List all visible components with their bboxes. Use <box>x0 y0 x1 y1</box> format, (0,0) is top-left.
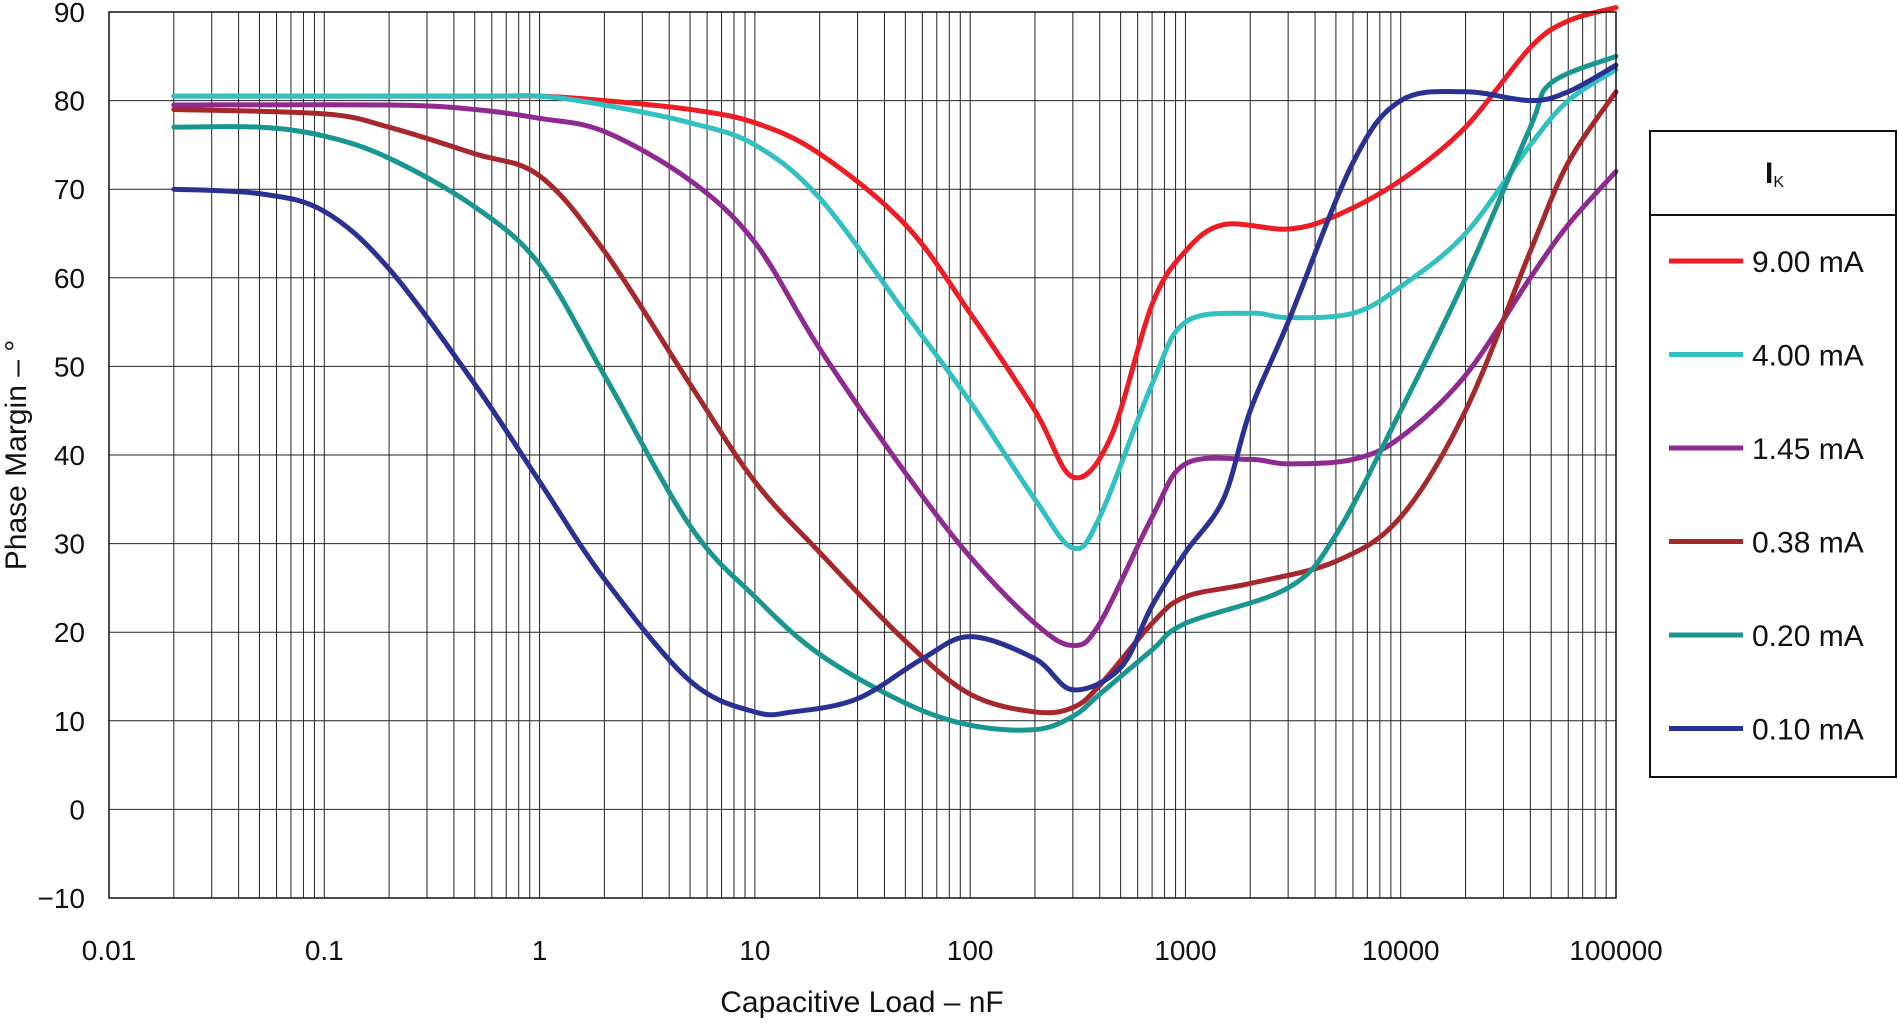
y-tick-label: 20 <box>54 617 85 648</box>
x-axis-label: Capacitive Load – nF <box>720 986 1004 1019</box>
x-tick-label: 10000 <box>1362 935 1440 966</box>
x-tick-label: 0.01 <box>82 935 137 966</box>
grid <box>108 11 1616 899</box>
y-tick-label: 70 <box>54 174 85 205</box>
y-tick-labels: 90 80 70 60 50 40 30 20 10 0 −10 <box>38 0 86 914</box>
legend-title-main: I <box>1765 157 1773 190</box>
series-line-0-20-mA <box>171 53 1619 733</box>
legend-label: 9.00 mA <box>1752 246 1864 279</box>
legend-label: 0.10 mA <box>1752 714 1864 747</box>
plot-frame <box>108 11 1617 899</box>
x-tick-label: 10 <box>739 935 770 966</box>
series-lines <box>171 5 1619 733</box>
x-tick-label: 1 <box>532 935 548 966</box>
series-line-0-38-mA <box>171 89 1619 716</box>
x-tick-labels: 0.01 0.1 1 10 100 1000 10000 100000 <box>82 935 1663 966</box>
legend-items: 9.00 mA 4.00 mA 1.45 mA 0.38 mA 0.20 mA 0.10 … <box>1669 246 1864 747</box>
y-tick-label: 60 <box>54 263 85 294</box>
series-line-1-45-mA <box>171 102 1619 648</box>
y-tick-label: 80 <box>54 86 85 117</box>
legend-label: 4.00 mA <box>1752 340 1864 373</box>
legend-label: 1.45 mA <box>1752 433 1864 466</box>
legend: IK 9.00 mA 4.00 mA 1.45 mA 0.38 mA 0.20 mA 0.… <box>1649 130 1897 778</box>
legend-box <box>1649 130 1897 778</box>
series-line-9-00-mA <box>171 5 1619 481</box>
legend-label: 0.38 mA <box>1752 527 1864 560</box>
x-tick-label: 1000 <box>1154 935 1216 966</box>
series-line-0-10-mA <box>171 62 1619 718</box>
x-tick-label: 100 <box>947 935 994 966</box>
legend-title-sub: K <box>1773 174 1784 191</box>
y-tick-label: 40 <box>54 440 85 471</box>
legend-label: 0.20 mA <box>1752 620 1864 653</box>
y-tick-label: 90 <box>54 0 85 28</box>
legend-title: IK <box>1765 157 1784 191</box>
y-tick-label: 10 <box>54 706 85 737</box>
y-tick-label: 30 <box>54 529 85 560</box>
y-axis-label: Phase Margin – ° <box>0 340 33 570</box>
y-tick-label: 50 <box>54 351 85 382</box>
x-tick-label: 0.1 <box>305 935 344 966</box>
y-tick-label: −10 <box>38 883 86 914</box>
x-tick-label: 100000 <box>1569 935 1662 966</box>
y-tick-label: 0 <box>69 794 85 825</box>
series-line-4-00-mA <box>171 67 1619 552</box>
